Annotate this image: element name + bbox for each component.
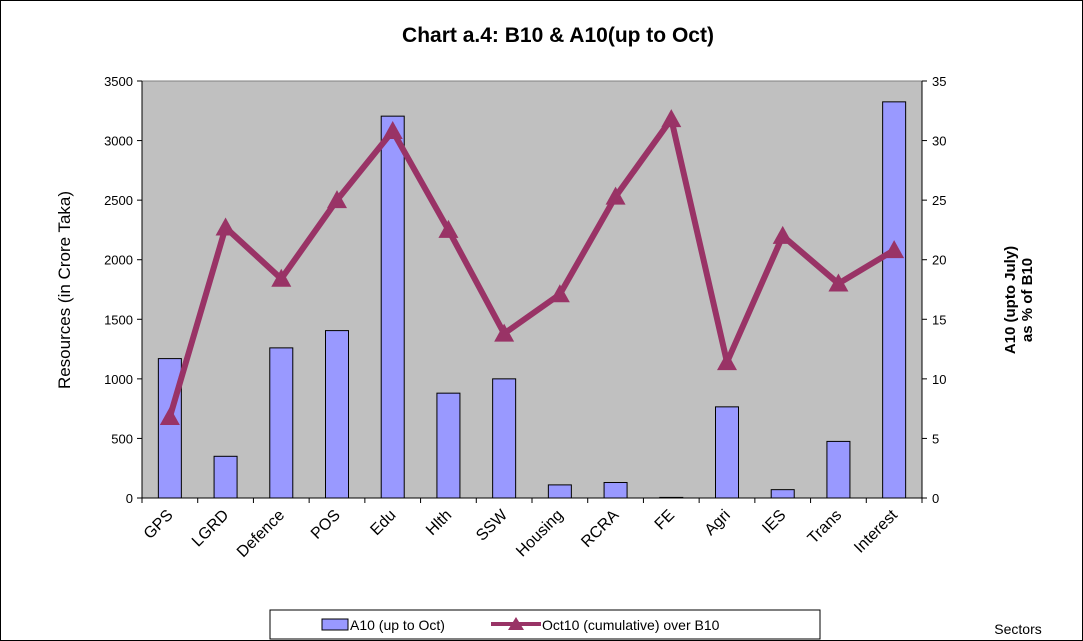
right-axis-ticks: 0 5 10 15 20 25 30 35 (922, 74, 946, 506)
x-tick-label: Interest (851, 506, 901, 556)
line-point-marker (661, 109, 682, 128)
legend-bar-swatch (321, 618, 349, 631)
bar (882, 101, 907, 499)
y-tick-label: 3500 (104, 74, 133, 89)
bar (213, 455, 238, 499)
bar (492, 378, 517, 499)
y2-tick-label: 5 (932, 431, 939, 446)
y-tick-label: 3000 (104, 134, 133, 149)
line-point-marker (717, 352, 737, 371)
legend-line-label: Oct10 (cumulative) over B10 (542, 617, 720, 633)
series-line (166, 116, 896, 418)
bar (325, 330, 349, 499)
y2-tick-label: 15 (932, 312, 946, 327)
line-series (159, 109, 905, 425)
y2-tick-label: 10 (932, 372, 946, 387)
x-tick-label: Trans (805, 507, 846, 548)
legend: A10 (up to Oct) Oct10 (cumulative) over … (269, 609, 821, 640)
bar (770, 489, 795, 499)
x-tick-label: IES (759, 507, 789, 537)
line-point-marker (159, 406, 180, 425)
legend-box (269, 609, 821, 640)
y-axis-label: Resources (in Crore Taka) (55, 191, 74, 389)
y2-axis-label-line1: A10 (upto July) (1002, 246, 1019, 354)
line-point-marker (327, 190, 347, 209)
x-tick-label: Defence (234, 507, 288, 561)
bar (715, 406, 739, 499)
x-tick-label: GPS (141, 507, 177, 543)
line-point-marker (382, 121, 403, 140)
line-point-marker (884, 240, 905, 259)
y-tick-label: 0 (126, 491, 133, 506)
legend-bar-label: A10 (up to Oct) (350, 617, 445, 633)
y-tick-label: 2500 (104, 193, 133, 208)
line-point-marker (828, 273, 849, 292)
x-tick-label: Housing (513, 507, 567, 561)
line-point-marker (215, 217, 236, 236)
y-tick-label: 2000 (104, 253, 133, 268)
bar (269, 347, 294, 499)
chart-title: Chart a.4: B10 & A10(up to Oct) (402, 24, 714, 47)
x-tick-label: FE (652, 507, 678, 533)
bar (826, 440, 851, 499)
x-tick-label: Agri (702, 507, 734, 539)
line-point-marker (549, 284, 570, 303)
y2-tick-label: 20 (932, 253, 946, 268)
line-point-marker (271, 268, 292, 287)
x-axis-ticks: GPS LGRD Defence POS Edu Hlth SSW Housing RCRA FE… (141, 498, 923, 561)
bar (603, 482, 628, 499)
y2-axis-label-line2: as % of B10 (1019, 258, 1036, 342)
left-axis-ticks: 0 500 1000 1500 2000 2500 3000 3500 (104, 74, 142, 506)
bar (547, 484, 572, 499)
y-tick-label: 500 (111, 431, 133, 446)
x-tick-label: RCRA (578, 507, 622, 551)
y2-tick-label: 30 (932, 134, 946, 149)
line-point-marker (494, 323, 515, 342)
line-point-marker (605, 186, 626, 205)
legend-line-marker (508, 617, 524, 630)
y-tick-label: 1000 (104, 372, 133, 387)
bar (380, 115, 405, 499)
y2-tick-label: 0 (932, 491, 939, 506)
plot-area (141, 80, 923, 499)
line-point-marker (438, 219, 459, 238)
x-tick-label: POS (308, 507, 344, 543)
bar (436, 392, 461, 499)
y-tick-label: 1500 (104, 312, 133, 327)
x-tick-label: SSW (473, 506, 511, 544)
x-axis-label: Sectors (994, 621, 1041, 637)
y2-tick-label: 25 (932, 193, 946, 208)
x-tick-label: LGRD (189, 507, 232, 550)
x-tick-label: Edu (367, 507, 399, 539)
line-point-marker (772, 225, 793, 244)
y2-tick-label: 35 (932, 74, 946, 89)
x-tick-label: Hlth (423, 507, 455, 539)
